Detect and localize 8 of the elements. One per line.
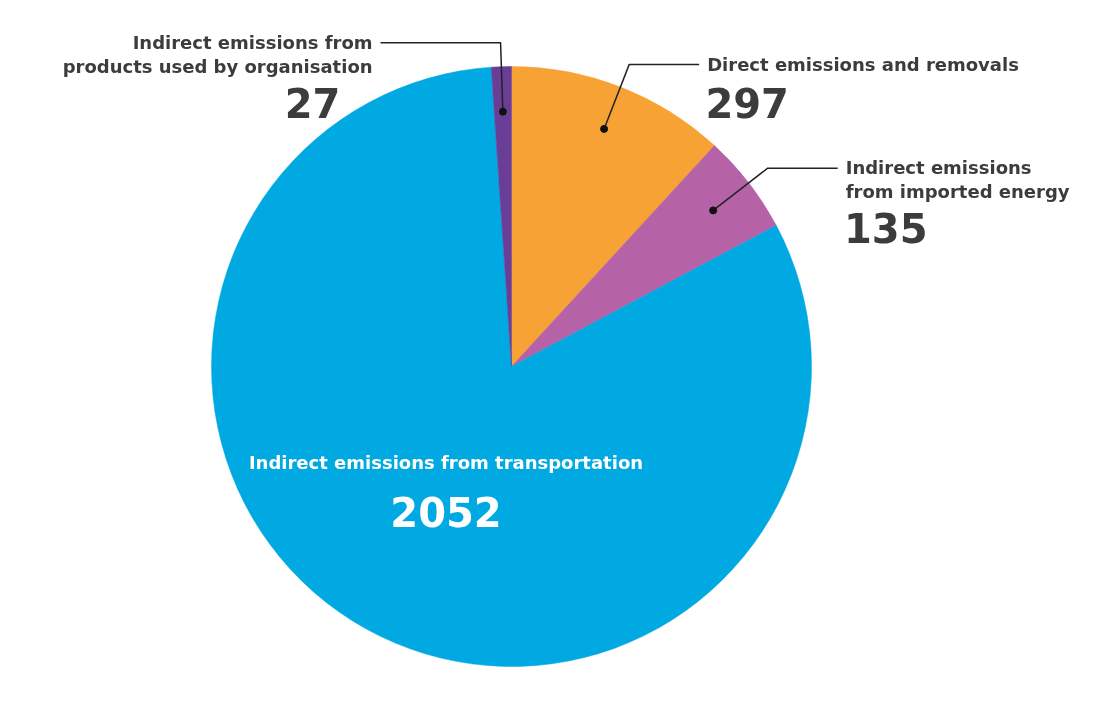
data-label: 2052 <box>390 489 502 536</box>
slice-label: Indirect emissions from imported energy <box>845 157 1070 203</box>
data-label: 297 <box>705 80 789 127</box>
slice-label: Indirect emissions from products used by organisation <box>62 31 373 77</box>
slice-label: Indirect emissions from transportation <box>248 451 644 473</box>
data-label: 27 <box>284 80 341 127</box>
slice-label: Direct emissions and removals <box>707 53 1019 75</box>
data-label: 135 <box>843 206 928 253</box>
